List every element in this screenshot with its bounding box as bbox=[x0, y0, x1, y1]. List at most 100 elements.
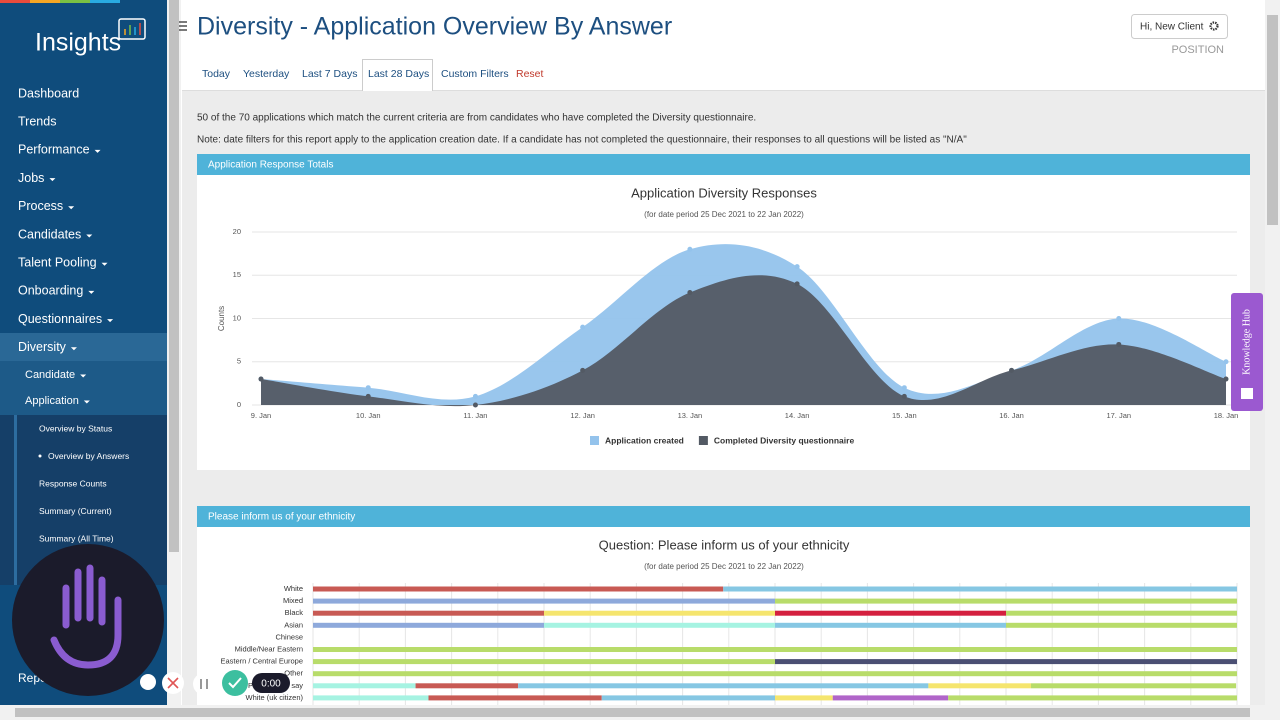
menu: Dashboard Trends Performance Jobs Process Can… bbox=[18, 86, 129, 543]
point bbox=[1223, 359, 1229, 365]
submenu-item[interactable]: Application bbox=[25, 395, 79, 407]
panel-title: Application Response Totals bbox=[208, 160, 333, 171]
pause-button[interactable] bbox=[193, 673, 215, 695]
panel-title: Please inform us of your ethnicity bbox=[208, 512, 355, 523]
stripe bbox=[30, 0, 60, 3]
point bbox=[901, 393, 907, 399]
caret bbox=[70, 347, 77, 351]
y-tick-label: 5 bbox=[237, 357, 241, 366]
timer: 0:00 bbox=[261, 679, 281, 690]
x-tick-label: 18. Jan bbox=[1214, 411, 1239, 420]
menu-item[interactable]: Dashboard bbox=[18, 86, 79, 100]
timer-bg bbox=[252, 673, 290, 693]
tab[interactable]: Custom Filters bbox=[441, 68, 509, 80]
bar-segment bbox=[723, 586, 1237, 592]
caret bbox=[68, 206, 75, 210]
bar-segment bbox=[313, 671, 1237, 677]
check-icon bbox=[228, 677, 242, 689]
caret bbox=[49, 178, 56, 182]
scroll-thumb[interactable] bbox=[169, 0, 179, 552]
menu-item[interactable]: Process bbox=[18, 199, 63, 213]
menu-item[interactable]: Questionnaires bbox=[18, 312, 102, 326]
point bbox=[687, 290, 693, 296]
bar-segment bbox=[928, 683, 1031, 689]
menu-item[interactable]: Jobs bbox=[18, 171, 44, 185]
y-tick-label: Other bbox=[284, 669, 303, 678]
user-button[interactable] bbox=[1131, 14, 1228, 39]
subsubmenu-item[interactable]: Summary (All Time) bbox=[39, 533, 114, 543]
chart-subtitle: (for date period 25 Dec 2021 to 22 Jan 2… bbox=[644, 562, 804, 571]
x-tick-label: 16. Jan bbox=[999, 411, 1024, 420]
h-scroll-thumb[interactable] bbox=[15, 708, 1250, 717]
tab-reset[interactable]: Reset bbox=[516, 68, 544, 80]
bar-segment bbox=[313, 622, 544, 628]
bar-segment bbox=[428, 695, 602, 701]
tab[interactable]: Last 7 Days bbox=[302, 68, 357, 80]
subsubmenu-border bbox=[14, 415, 17, 585]
bar-segment bbox=[832, 695, 949, 701]
subsubmenu-item[interactable]: Response Counts bbox=[39, 478, 107, 488]
menu-toggle[interactable] bbox=[179, 21, 187, 31]
caret bbox=[86, 234, 93, 238]
bar-segment bbox=[313, 683, 416, 689]
tab[interactable]: Yesterday bbox=[243, 68, 290, 80]
side-tab-label[interactable]: Knowledge Hub bbox=[1241, 309, 1252, 375]
point bbox=[1116, 341, 1122, 347]
y-tick-label: Eastern / Central Europe bbox=[220, 657, 303, 666]
x-tick-label: 10. Jan bbox=[356, 411, 381, 420]
subsubmenu-item[interactable]: Summary (Current) bbox=[39, 506, 112, 516]
y-tick-label: Mixed bbox=[283, 596, 303, 605]
more-button[interactable] bbox=[140, 674, 156, 690]
chart-title: Question: Please inform us of your ethni… bbox=[599, 537, 850, 552]
cancel-icon bbox=[167, 677, 179, 689]
position: POSITION bbox=[1171, 44, 1224, 56]
chart-subtitle: (for date period 25 Dec 2021 to 22 Jan 2… bbox=[644, 210, 804, 219]
bar-segment bbox=[313, 598, 775, 604]
submenu-bg bbox=[0, 361, 167, 415]
point bbox=[794, 281, 800, 287]
legend-swatch[interactable] bbox=[590, 436, 599, 445]
x-tick-label: 9. Jan bbox=[251, 411, 271, 420]
x-tick-label: 14. Jan bbox=[785, 411, 810, 420]
menu-item[interactable]: Talent Pooling bbox=[18, 255, 97, 269]
point bbox=[365, 393, 371, 399]
bar-segment bbox=[775, 610, 1006, 616]
scroll-thumb[interactable] bbox=[1267, 15, 1278, 225]
caret bbox=[94, 149, 101, 153]
subsubmenu-item[interactable]: Overview by Answers bbox=[48, 451, 129, 461]
menu-item[interactable]: Trends bbox=[18, 114, 56, 128]
point bbox=[580, 324, 586, 330]
point bbox=[1116, 316, 1122, 321]
y-tick-label: Middle/Near Eastern bbox=[235, 644, 303, 653]
menu-item[interactable]: Onboarding bbox=[18, 284, 83, 298]
done-button[interactable] bbox=[222, 670, 248, 696]
menu-item[interactable]: Performance bbox=[18, 143, 90, 157]
panel-header bbox=[197, 506, 1250, 527]
menu-item[interactable]: Diversity bbox=[18, 340, 67, 354]
legend-swatch[interactable] bbox=[698, 436, 708, 445]
menu-item[interactable]: Candidates bbox=[18, 227, 81, 241]
point bbox=[901, 385, 907, 391]
bar-segment bbox=[415, 683, 519, 689]
point bbox=[365, 385, 371, 391]
tab[interactable]: Today bbox=[202, 68, 231, 80]
tabs: Today Yesterday Last 7 Days Last 28 Days Cus… bbox=[202, 68, 509, 80]
side-tab[interactable] bbox=[1231, 293, 1263, 411]
area-chart: Application Diversity Responses (for date… bbox=[217, 185, 1238, 445]
side-tab-icon[interactable] bbox=[1241, 388, 1253, 399]
y-tick-label: Black bbox=[285, 608, 304, 617]
tab[interactable]: Last 28 Days bbox=[368, 68, 429, 80]
caret bbox=[88, 290, 95, 294]
submenu-item[interactable]: Candidate bbox=[25, 369, 75, 381]
bar-segment bbox=[544, 622, 775, 628]
stripe bbox=[60, 0, 90, 3]
panel-body bbox=[197, 527, 1250, 705]
y-tick-label: Chinese bbox=[275, 632, 303, 641]
user-name[interactable]: Hi, New Client bbox=[1140, 22, 1204, 33]
legend-label[interactable]: Application created bbox=[605, 435, 684, 445]
page-title: Diversity - Application Overview By Answ… bbox=[197, 13, 672, 41]
x-tick-label: 17. Jan bbox=[1106, 411, 1131, 420]
gear-icon[interactable] bbox=[1209, 21, 1219, 31]
legend-label[interactable]: Completed Diversity questionnaire bbox=[714, 435, 855, 445]
subsubmenu-item[interactable]: Overview by Status bbox=[39, 423, 112, 433]
